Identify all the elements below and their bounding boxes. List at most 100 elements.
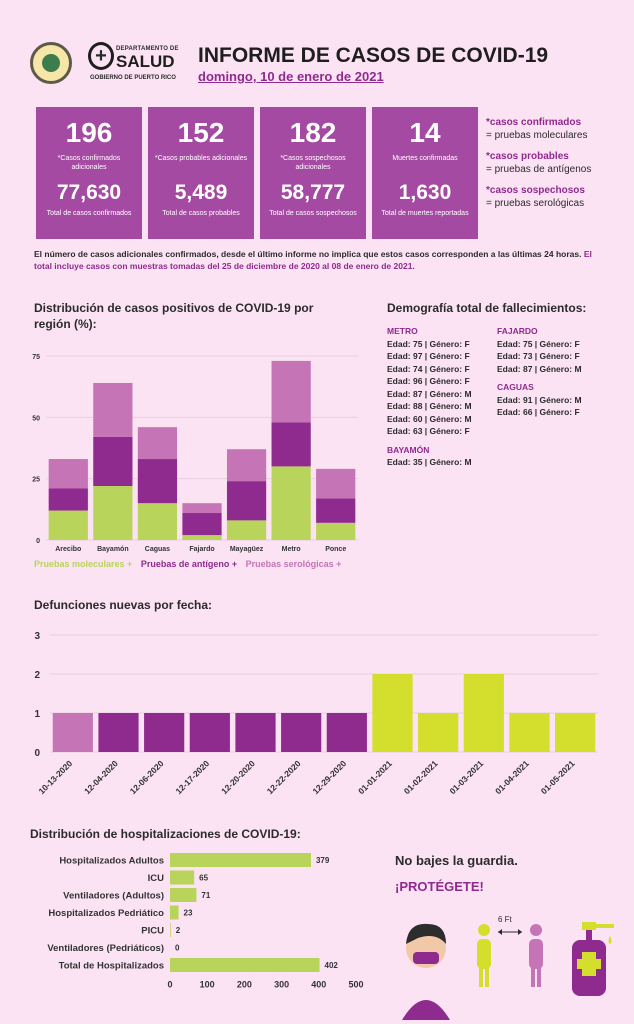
- bar-segment: [137, 503, 178, 540]
- y-tick-label: 2: [34, 670, 40, 681]
- x-tick-label: 500: [348, 980, 363, 990]
- bar: [170, 870, 195, 885]
- bar: [418, 713, 459, 752]
- stat-total-label: Total de casos sospechosos: [269, 210, 357, 217]
- bar: [509, 713, 550, 752]
- bar-segment: [316, 468, 356, 499]
- bar: [326, 713, 367, 752]
- x-tick-label: 01-05-2021: [539, 758, 577, 796]
- stat-additional-label: Muertes confirmadas: [392, 155, 458, 162]
- report-date: domingo, 10 de enero de 2021: [198, 69, 384, 84]
- y-tick-label: Hospitalizados Adultos: [59, 856, 164, 867]
- deaths-chart-title: Defunciones nuevas por fecha:: [34, 598, 213, 612]
- x-tick-label: 0: [167, 980, 172, 990]
- demography-entry: Edad: 73 | Género: F: [497, 351, 580, 361]
- demography-entry: Edad: 60 | Género: M: [387, 413, 472, 424]
- demography-region: FAJARDO: [497, 326, 538, 336]
- bar: [144, 713, 185, 752]
- stat-card-deaths: 14 Muertes confirmadas 1,630 Total de mu…: [372, 107, 478, 239]
- note-text: El número de casos adicionales confirmad…: [34, 249, 582, 259]
- bar: [555, 713, 596, 752]
- person-purple-icon: [529, 924, 543, 987]
- demography-entry: Edad: 75 | Género: F: [387, 338, 470, 349]
- demography-entry: Edad: 97 | Género: F: [387, 351, 470, 361]
- x-tick-label: 12-04-2020: [82, 758, 120, 796]
- person-green-icon: [477, 924, 491, 987]
- bar: [98, 713, 139, 752]
- x-tick-label: 12-22-2020: [265, 758, 303, 796]
- x-tick-label: 01-04-2021: [493, 758, 531, 796]
- y-tick-label: 1: [34, 709, 40, 720]
- y-tick-label: Hospitalizados Pedriático: [48, 908, 164, 919]
- y-tick-label: 50: [32, 415, 40, 422]
- demography-region: METRO: [387, 326, 418, 336]
- definition-desc: = pruebas serológicas: [486, 198, 585, 209]
- x-tick-label: 100: [200, 980, 215, 990]
- stat-total: 5,489: [174, 181, 228, 204]
- bar-segment: [93, 436, 133, 487]
- definition-term: *casos sospechosos: [486, 185, 585, 196]
- stat-total: 77,630: [56, 181, 122, 204]
- region-chart-title: Distribución de casos positivos de COVID…: [34, 301, 314, 331]
- y-tick-label: 3: [34, 631, 40, 642]
- puerto-rico-seal: [30, 42, 72, 84]
- data-label: 402: [325, 961, 339, 970]
- tagline: No bajes la guardia.: [395, 853, 518, 868]
- x-tick-label: Metro: [282, 546, 301, 553]
- bar: [52, 713, 93, 752]
- definition-desc: = pruebas moleculares: [486, 130, 588, 141]
- stat-additional: 14: [409, 117, 441, 148]
- logo-dept-line: DEPARTAMENTO DE: [116, 46, 179, 52]
- y-tick-label: 75: [32, 354, 40, 361]
- x-tick-label: 300: [274, 980, 289, 990]
- bar-segment: [48, 459, 88, 489]
- bar-segment: [271, 466, 311, 540]
- stat-additional: 152: [177, 117, 225, 148]
- health-cross-icon: +: [88, 42, 114, 70]
- demography-entry: Edad: 66 | Género: F: [497, 407, 580, 417]
- stat-additional: 196: [65, 117, 113, 148]
- safety-illustration: 6 Ft: [402, 915, 614, 1020]
- demography-entry: Edad: 96 | Género: F: [387, 376, 470, 386]
- x-tick-label: Bayamón: [97, 546, 129, 553]
- stat-total: 1,630: [398, 181, 452, 204]
- masked-person-icon: [402, 923, 450, 1020]
- demography-entry: Edad: 91 | Género: M: [497, 394, 582, 405]
- x-tick-label: 12-17-2020: [173, 758, 211, 796]
- bar-segment: [271, 422, 311, 467]
- tagline-protect: ¡PROTÉGETE!: [395, 879, 484, 894]
- stat-card-probable: 152 *Casos probables adicionales 5,489 T…: [148, 107, 254, 239]
- data-label: 71: [201, 891, 210, 900]
- definition-term: *casos confirmados: [486, 117, 582, 128]
- hosp-chart-title: Distribución de hospitalizaciones de COV…: [30, 827, 301, 841]
- x-tick-label: 12-06-2020: [128, 758, 166, 796]
- demography-entry: Edad: 87 | Género: M: [387, 388, 472, 399]
- bar: [463, 674, 504, 752]
- bar: [189, 713, 230, 752]
- demography-column-1: METRO Edad: 75 | Género: F Edad: 97 | Géne…: [387, 325, 472, 469]
- distance-arrow-icon: [498, 929, 522, 935]
- data-label: 2: [176, 926, 181, 935]
- x-tick-label: 10-13-2020: [36, 758, 74, 796]
- hospitalizations-bar-chart: Hospitalizados Adultos 379 ICU 65 Ventilador…: [47, 853, 364, 990]
- region-stacked-bar-chart: 0 25 50 75 Arecibo Bayamón Caguas Fajardo Mayagü…: [32, 354, 358, 553]
- stat-additional: 182: [289, 117, 337, 148]
- x-tick-label: 12-20-2020: [219, 758, 257, 796]
- bar: [170, 888, 197, 902]
- demography-title: Demografía total de fallecimientos:: [387, 301, 587, 315]
- logo-name: SALUD: [116, 52, 175, 71]
- bar: [281, 713, 322, 752]
- page-title: INFORME DE CASOS DE COVID-19: [198, 44, 549, 67]
- bar: [372, 674, 413, 752]
- data-label: 23: [184, 909, 193, 918]
- bar-segment: [48, 510, 88, 540]
- bar-segment: [137, 427, 178, 460]
- x-tick-label: 01-01-2021: [356, 758, 394, 796]
- stat-total-label: Total de casos confirmados: [46, 210, 132, 217]
- bar-segment: [316, 498, 356, 523]
- definitions-legend: *casos confirmados = pruebas moleculares …: [486, 116, 626, 218]
- bar-segment: [93, 486, 133, 540]
- bar-segment: [93, 382, 133, 437]
- bar-segment: [316, 522, 356, 540]
- y-tick-label: 25: [32, 477, 40, 484]
